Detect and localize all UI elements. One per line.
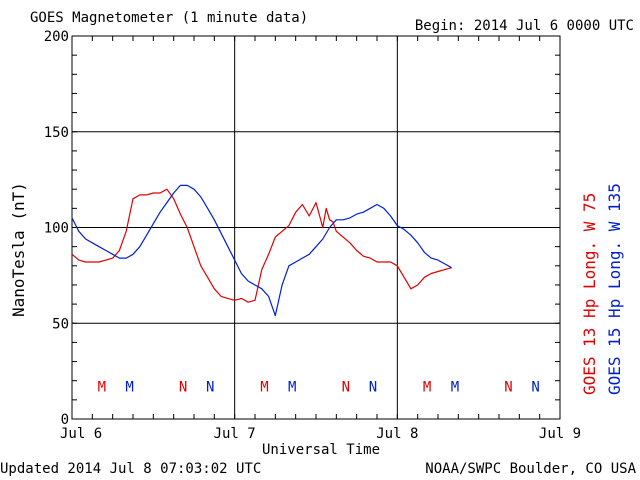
chart-title: GOES Magnetometer (1 minute data) (30, 10, 309, 26)
mn-marker: M (125, 379, 133, 395)
x-axis-label: Universal Time (262, 442, 381, 458)
updated-timestamp: Updated 2014 Jul 8 07:03:02 UTC (0, 461, 262, 477)
mn-marker: N (531, 379, 539, 395)
source-credit: NOAA/SWPC Boulder, CO USA (425, 461, 636, 477)
mn-marker: M (98, 379, 106, 395)
mn-marker: N (179, 379, 187, 395)
y-tick-label: 200 (44, 29, 69, 45)
mn-marker: N (504, 379, 512, 395)
legend-goes15: GOES 15 Hp Long. W 135 (605, 183, 624, 395)
mn-marker: M (260, 379, 268, 395)
y-tick-label: 100 (44, 221, 69, 237)
x-tick-label: Jul 7 (214, 426, 256, 442)
begin-time: Begin: 2014 Jul 6 0000 UTC (414, 18, 634, 34)
mn-marker: N (206, 379, 214, 395)
mn-marker: N (369, 379, 377, 395)
mn-marker: M (288, 379, 296, 395)
series-line-goes13 (71, 188, 452, 303)
y-tick-label: 150 (44, 125, 69, 141)
x-tick-label: Jul 8 (376, 426, 418, 442)
y-tick-label: 50 (52, 316, 69, 332)
legend-goes13: GOES 13 Hp Long. W 75 (580, 192, 599, 395)
mn-marker: M (451, 379, 459, 395)
mn-marker: M (423, 379, 431, 395)
series-line-goes15 (71, 184, 452, 317)
x-tick-label: Jul 6 (60, 426, 102, 442)
y-axis-label: NanoTesla (nT) (9, 182, 28, 317)
mn-marker: N (342, 379, 350, 395)
x-tick-label: Jul 9 (539, 426, 581, 442)
y-tick-label: 0 (61, 412, 69, 428)
